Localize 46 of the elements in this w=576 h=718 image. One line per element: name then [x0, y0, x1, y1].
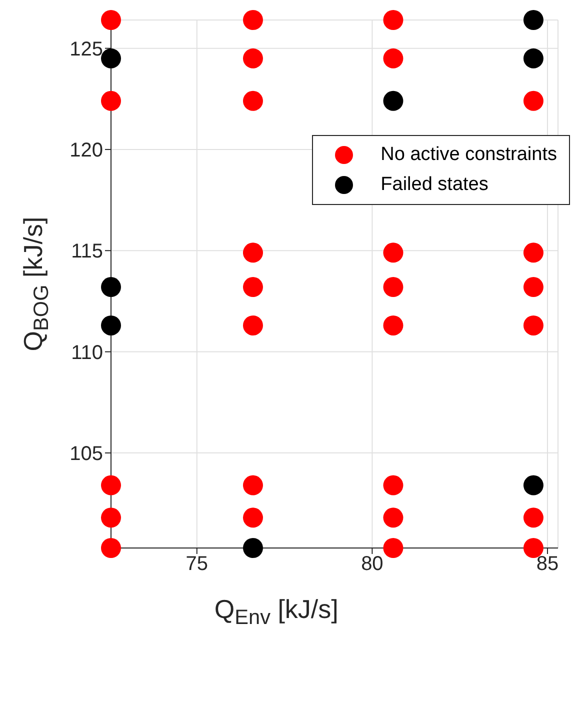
- y-tick-label: 120: [70, 140, 103, 162]
- point: [101, 90, 121, 111]
- point: [523, 10, 544, 30]
- point: [101, 277, 121, 298]
- point: [523, 90, 544, 111]
- point: [101, 475, 121, 496]
- y-tick-label: 115: [71, 240, 103, 263]
- point: [523, 315, 544, 336]
- point: [242, 242, 263, 263]
- point: [101, 315, 121, 336]
- point: [523, 475, 544, 496]
- point: [383, 475, 404, 496]
- point: [242, 538, 263, 558]
- legend-label: No active constraints: [380, 144, 557, 166]
- point: [242, 10, 263, 30]
- y-tick-label: 110: [71, 342, 103, 364]
- legend-label: Failed states: [380, 174, 488, 196]
- point: [242, 475, 263, 496]
- point: [523, 277, 544, 298]
- x-tick-label: 80: [361, 553, 384, 576]
- point: [242, 90, 263, 111]
- point: [383, 508, 404, 528]
- point: [101, 538, 121, 558]
- point: [242, 277, 263, 298]
- point: [242, 315, 263, 336]
- y-tick-label: 105: [70, 443, 103, 466]
- point: [383, 242, 404, 263]
- point: [101, 48, 121, 68]
- point: [242, 48, 263, 68]
- point: [101, 10, 121, 30]
- point: [383, 315, 404, 336]
- point: [101, 508, 121, 528]
- y-tick-label: 125: [70, 38, 103, 60]
- point: [383, 10, 404, 30]
- point: [383, 90, 404, 111]
- point: [383, 48, 404, 68]
- point: [383, 277, 404, 298]
- point: [523, 48, 544, 68]
- point: [523, 242, 544, 263]
- x-axis-title: Q$_{Env}$ [kJ/s]: [214, 594, 338, 630]
- point: [523, 508, 544, 528]
- point: [523, 538, 544, 558]
- point: [383, 538, 404, 558]
- x-tick-label: 75: [186, 553, 208, 576]
- x-tick-label: 85: [536, 553, 559, 576]
- point: [242, 508, 263, 528]
